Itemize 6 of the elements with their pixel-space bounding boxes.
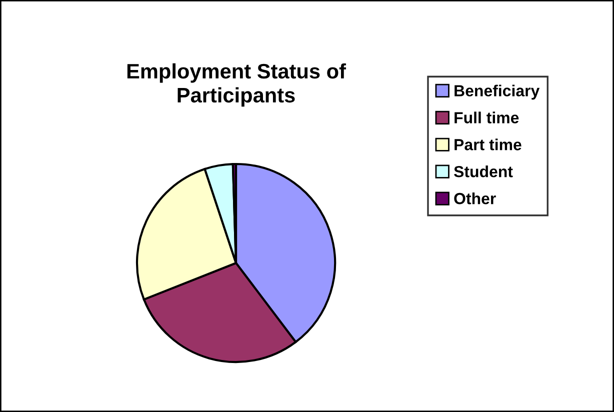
legend-label: Full time bbox=[454, 112, 519, 124]
legend-label: Student bbox=[454, 166, 513, 178]
legend-label: Part time bbox=[454, 138, 522, 150]
legend-label: Other bbox=[454, 192, 496, 204]
legend-label: Beneficiary bbox=[454, 84, 540, 100]
chart-title: Employment Status of Participants bbox=[127, 63, 346, 107]
